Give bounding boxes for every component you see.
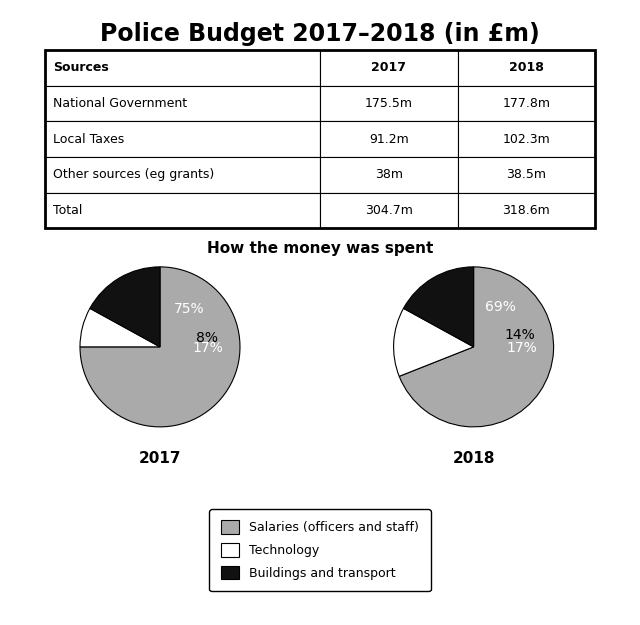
Bar [320,50,458,86]
Bar [45,157,320,192]
Bar [320,86,458,121]
Wedge shape [80,267,240,427]
Text: 2018: 2018 [452,451,495,466]
Text: 2017: 2017 [139,451,181,466]
Text: 8%: 8% [196,331,218,345]
Text: 17%: 17% [506,341,537,355]
Text: 14%: 14% [505,328,536,342]
Text: Total: Total [53,204,83,217]
Wedge shape [80,308,160,347]
Text: Other sources (eg grants): Other sources (eg grants) [53,168,214,181]
Text: How the money was spent: How the money was spent [207,241,433,256]
Text: 17%: 17% [193,341,223,355]
Bar [45,192,320,228]
Text: 2018: 2018 [509,61,544,74]
Text: 38.5m: 38.5m [506,168,547,181]
Text: 304.7m: 304.7m [365,204,413,217]
Text: 318.6m: 318.6m [502,204,550,217]
Bar [458,50,595,86]
Text: 177.8m: 177.8m [502,97,550,110]
Text: 38m: 38m [375,168,403,181]
Text: 75%: 75% [174,302,205,316]
Bar [320,121,458,157]
Wedge shape [394,308,474,376]
Text: 91.2m: 91.2m [369,132,409,146]
Bar [458,157,595,192]
Bar [45,50,320,86]
Bar [320,157,458,192]
Text: Police Budget 2017–2018 (in £m): Police Budget 2017–2018 (in £m) [100,22,540,46]
Bar [45,121,320,157]
Wedge shape [399,267,554,427]
Text: 69%: 69% [485,301,516,314]
Text: Sources: Sources [53,61,109,74]
Text: Local Taxes: Local Taxes [53,132,124,146]
Wedge shape [403,267,474,347]
Legend: Salaries (officers and staff), Technology, Buildings and transport: Salaries (officers and staff), Technolog… [209,509,431,591]
Bar [458,192,595,228]
Text: 175.5m: 175.5m [365,97,413,110]
Wedge shape [90,267,160,347]
Bar [458,86,595,121]
Text: 2017: 2017 [371,61,406,74]
Bar [45,86,320,121]
Text: 102.3m: 102.3m [502,132,550,146]
Bar [320,192,458,228]
Bar [458,121,595,157]
Text: National Government: National Government [53,97,187,110]
